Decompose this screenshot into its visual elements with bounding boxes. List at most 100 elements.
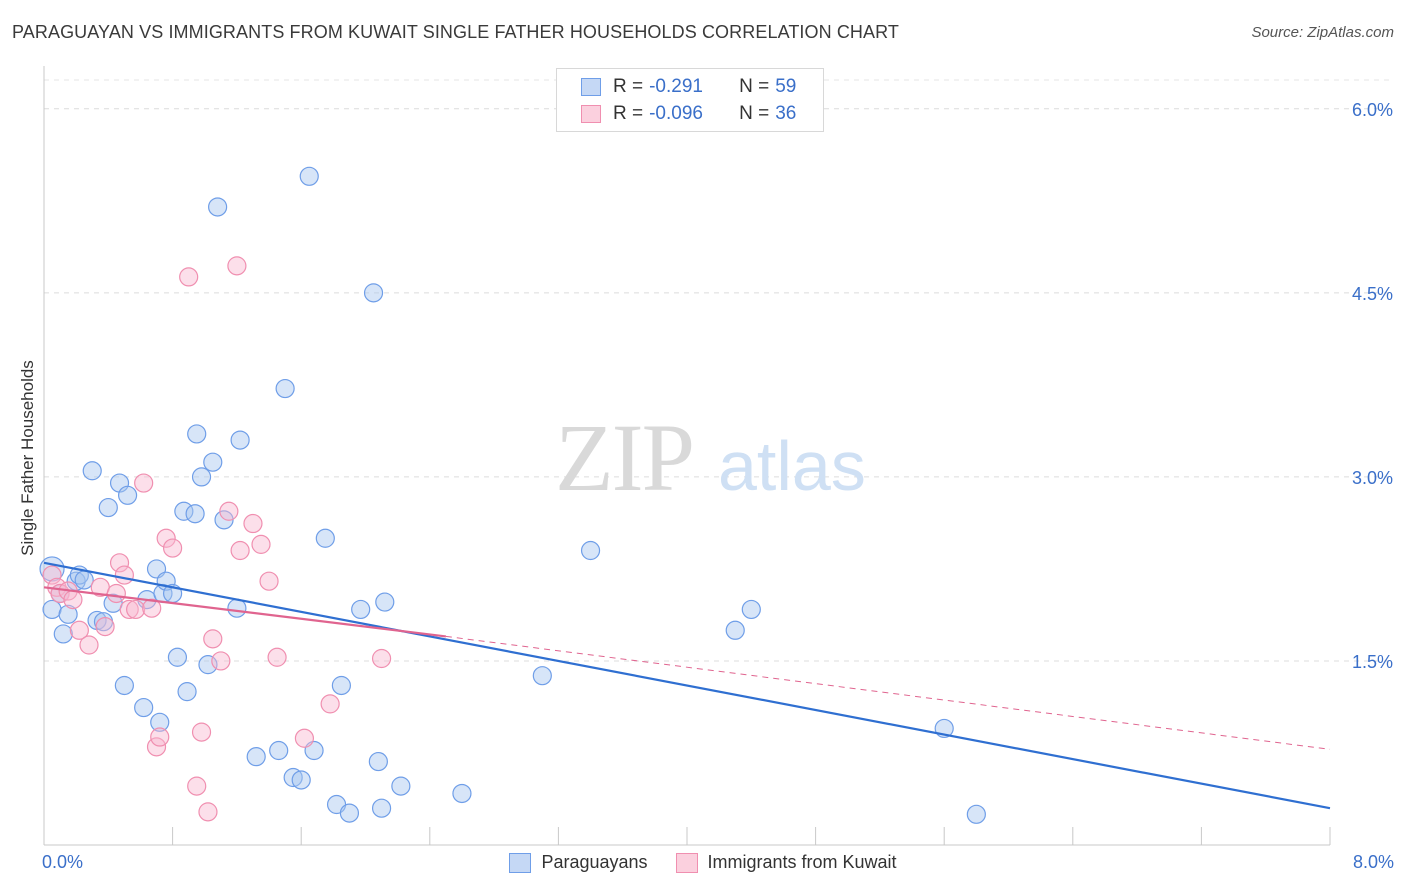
data-point [227,256,247,276]
kuwait-points [42,256,392,822]
data-point [230,430,250,450]
r-label: R = [613,103,644,124]
data-point [339,803,360,823]
data-point [156,528,176,548]
data-point [267,647,287,667]
data-point [363,283,384,303]
data-point [106,583,126,604]
data-point [74,570,94,590]
trend-lines [43,561,1331,810]
legend-swatch-blue [509,852,532,873]
n-value: 59 [775,76,797,97]
data-point [163,538,183,558]
legend-label: Paraguayans [541,852,648,872]
data-point [95,616,115,637]
data-point [198,802,218,822]
data-point [371,648,392,669]
data-point [294,728,315,748]
data-point [82,461,102,481]
data-point [58,604,78,624]
r-value: -0.291 [649,76,703,97]
data-point [371,798,392,818]
r-label: R = [613,76,644,97]
data-point [42,599,62,620]
n-label: N = [739,103,770,124]
data-point [203,629,223,649]
data-point [187,776,207,796]
data-point [198,655,218,675]
correlation-legend: R = -0.291 N = 59 R = -0.096 N = 36 [556,68,824,132]
data-point [331,675,351,696]
data-point [119,599,139,620]
y-tick-label: 3.0% [1352,468,1393,488]
data-point [167,647,188,667]
legend-row-paraguayans: R = -0.291 N = 59 [581,75,796,99]
data-point [246,747,266,767]
data-point [203,452,223,472]
paraguayans-points [39,166,986,824]
n-value: 36 [775,103,797,124]
x-tick-max: 8.0% [1352,852,1394,872]
data-point [191,467,212,487]
watermark-zip: ZIP [555,404,693,511]
data-point [134,697,154,718]
legend-item-kuwait: Immigrants from Kuwait [675,852,897,873]
data-point [243,513,263,534]
trend-line [43,586,447,638]
data-point [126,599,146,620]
legend-swatch-pink [675,852,698,873]
data-point [69,620,89,640]
y-tick-label: 1.5% [1352,652,1393,672]
data-point [174,501,194,521]
data-point [269,740,289,761]
watermark: ZIP atlas [555,404,866,511]
data-point [53,624,73,644]
data-point [142,598,162,618]
grid-lines [44,79,1392,662]
data-point [320,694,340,714]
data-point [230,540,250,561]
data-point [114,565,134,585]
legend-label: Immigrants from Kuwait [707,852,897,872]
data-point [117,485,138,505]
data-point [219,501,239,521]
data-point [391,776,411,796]
data-point [187,424,207,444]
watermark-atlas: atlas [718,427,866,505]
legend-row-kuwait: R = -0.096 N = 36 [581,102,796,126]
data-point [351,599,371,620]
data-point [259,571,279,591]
data-point [532,666,552,686]
source-label: Source: ZipAtlas.com [1251,24,1394,41]
y-tick-labels: 1.5% 3.0% 4.5% 6.0% [1352,100,1393,672]
data-point [42,565,62,585]
data-point [114,675,134,696]
data-point [211,651,231,671]
data-point [98,497,118,518]
data-point [134,473,154,493]
data-point [109,553,130,573]
data-point [191,722,212,742]
data-point [452,783,472,804]
data-point [177,682,197,702]
data-point [375,592,395,612]
data-point [966,804,986,824]
trend-line [43,561,1331,810]
legend-item-paraguayans: Paraguayans [509,852,648,873]
data-point [291,770,311,790]
data-point [741,599,761,620]
data-point [251,534,271,554]
data-point [185,504,205,524]
r-value: -0.096 [649,103,703,124]
data-point [299,166,319,186]
data-point [150,727,170,747]
data-point [275,378,295,399]
data-point [725,620,745,640]
data-point [208,197,228,217]
x-tick-min: 0.0% [42,852,84,872]
legend-swatch-blue [581,78,601,96]
legend-swatch-pink [581,105,601,123]
series-legend: Paraguayans Immigrants from Kuwait [0,852,1406,873]
data-point [283,767,303,788]
